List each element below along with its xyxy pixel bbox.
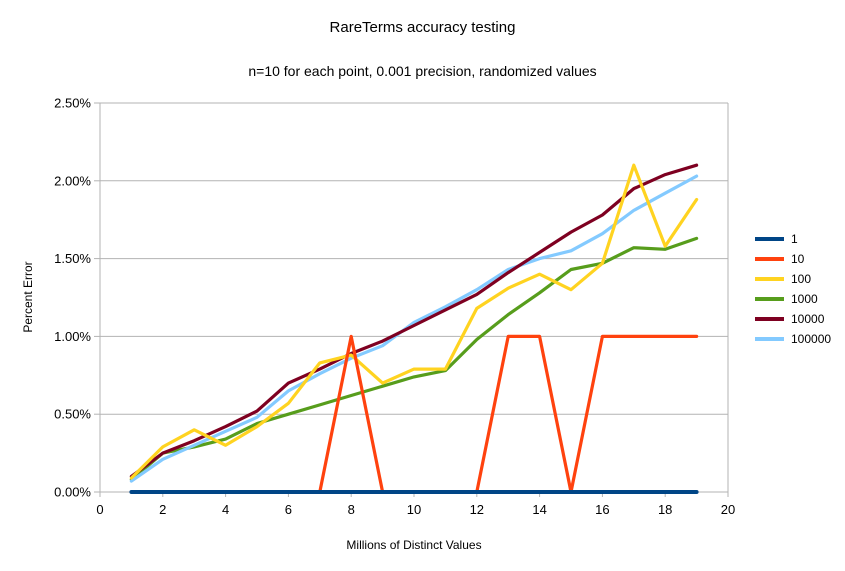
legend-item-1: 1 <box>755 229 831 249</box>
y-tick-label: 0.50% <box>54 407 91 422</box>
legend-item-100: 100 <box>755 269 831 289</box>
x-tick-label: 12 <box>470 502 484 517</box>
legend-swatch-icon <box>755 297 784 301</box>
x-tick-label: 18 <box>658 502 672 517</box>
legend-swatch-icon <box>755 237 784 241</box>
x-tick-label: 6 <box>285 502 292 517</box>
series-line-10000 <box>129 163 699 478</box>
legend-label: 1 <box>791 232 798 246</box>
legend-item-10000: 10000 <box>755 309 831 329</box>
series-line-1000 <box>129 236 699 482</box>
legend-swatch-icon <box>755 277 784 281</box>
y-tick-label: 2.50% <box>54 96 91 111</box>
legend-item-1000: 1000 <box>755 289 831 309</box>
y-tick-label: 0.00% <box>54 485 91 500</box>
x-axis-title: Millions of Distinct Values <box>346 538 482 552</box>
legend-label: 10 <box>791 252 805 266</box>
x-tick-label: 4 <box>222 502 229 517</box>
legend-swatch-icon <box>755 317 784 321</box>
y-tick-label: 1.00% <box>54 329 91 344</box>
legend-label: 100 <box>791 272 812 286</box>
x-tick-label: 16 <box>595 502 609 517</box>
x-tick-label: 8 <box>348 502 355 517</box>
series-line-100000 <box>129 174 699 483</box>
chart-subtitle: n=10 for each point, 0.001 precision, ra… <box>248 63 597 79</box>
legend-swatch-icon <box>755 257 784 261</box>
chart-title: RareTerms accuracy testing <box>329 19 516 36</box>
legend-item-100000: 100000 <box>755 329 831 349</box>
y-tick-label: 2.00% <box>54 173 91 188</box>
legend-label: 1000 <box>791 292 818 306</box>
legend-item-10: 10 <box>755 249 831 269</box>
y-axis-title: Percent Error <box>21 261 35 333</box>
x-tick-label: 20 <box>721 502 735 517</box>
x-tick-label: 10 <box>407 502 421 517</box>
x-tick-label: 2 <box>159 502 166 517</box>
legend-label: 100000 <box>791 332 832 346</box>
legend-label: 10000 <box>791 312 825 326</box>
series-line-100 <box>129 163 699 480</box>
x-tick-label: 14 <box>532 502 546 517</box>
legend: 1 10 100 1000 10000 100000 <box>755 229 831 349</box>
legend-swatch-icon <box>755 337 784 341</box>
y-tick-label: 1.50% <box>54 251 91 266</box>
x-tick-label: 0 <box>96 502 103 517</box>
